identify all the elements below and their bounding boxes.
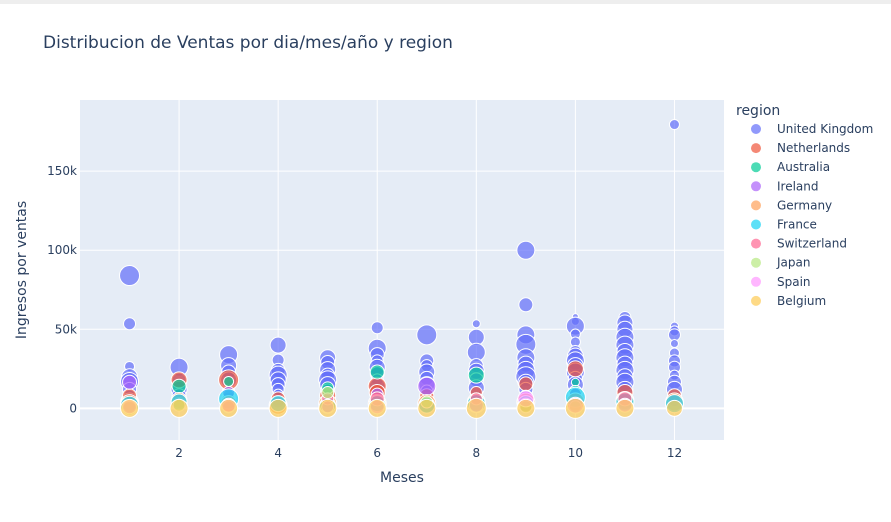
y-tick-label: 150k <box>47 164 77 178</box>
data-point <box>518 376 534 392</box>
data-point <box>516 240 536 260</box>
x-tick-label: 6 <box>373 446 381 460</box>
data-point <box>566 360 584 378</box>
data-point <box>467 366 485 384</box>
data-point <box>123 317 137 331</box>
x-tick-label: 2 <box>175 446 183 460</box>
data-points <box>119 119 684 419</box>
data-point <box>615 398 635 418</box>
legend-item[interactable]: Spain <box>751 275 811 289</box>
data-point <box>417 376 437 396</box>
legend-title: region <box>736 103 780 119</box>
legend-marker <box>751 162 761 173</box>
legend-label: Japan <box>776 256 810 270</box>
legend-marker <box>751 276 761 287</box>
legend: United Kingdom Netherlands Australia Irelan… <box>751 122 873 308</box>
legend-marker <box>751 257 761 268</box>
legend-item[interactable]: Ireland <box>751 179 819 193</box>
legend-item[interactable]: Switzerland <box>751 237 847 251</box>
data-point <box>668 119 680 131</box>
legend-label: Switzerland <box>777 237 847 251</box>
data-point <box>321 386 335 400</box>
y-tick-label: 100k <box>47 243 77 257</box>
data-point <box>268 398 288 418</box>
x-tick-label: 4 <box>274 446 282 460</box>
legend-label: Belgium <box>777 294 826 308</box>
data-point <box>169 398 189 418</box>
data-point <box>370 321 384 335</box>
legend-marker <box>751 124 761 134</box>
data-point <box>564 397 586 419</box>
legend-marker <box>751 295 761 306</box>
data-point <box>417 398 437 418</box>
top-border <box>0 0 891 4</box>
data-point <box>669 339 679 349</box>
x-tick-label: 10 <box>568 446 583 460</box>
data-point <box>122 374 138 390</box>
legend-item[interactable]: Netherlands <box>751 141 850 155</box>
legend-label: Germany <box>777 198 832 212</box>
legend-item[interactable]: Japan <box>751 256 810 270</box>
legend-item[interactable]: France <box>751 218 817 232</box>
data-point <box>119 265 141 287</box>
legend-label: France <box>777 218 817 232</box>
y-tick-label: 0 <box>69 401 77 415</box>
legend-item[interactable]: Belgium <box>751 294 826 308</box>
data-point <box>367 398 387 418</box>
legend-item[interactable]: Germany <box>751 198 832 212</box>
legend-marker <box>751 181 761 192</box>
series-belgium <box>120 397 683 419</box>
data-point <box>471 319 481 329</box>
data-point <box>269 336 287 354</box>
legend-marker <box>751 143 761 154</box>
x-axis-ticks: 2 4 6 8 10 12 <box>175 446 682 460</box>
legend-label: United Kingdom <box>777 122 873 136</box>
data-point <box>465 397 487 419</box>
data-point <box>171 378 187 394</box>
data-point <box>318 398 338 418</box>
legend-label: Australia <box>777 160 830 174</box>
legend-marker <box>751 219 761 230</box>
x-axis-title: Meses <box>380 470 424 486</box>
legend-label: Netherlands <box>777 141 850 155</box>
data-point <box>416 324 438 346</box>
legend-marker <box>751 200 761 211</box>
legend-item[interactable]: United Kingdom <box>751 122 873 136</box>
y-tick-label: 50k <box>55 322 77 336</box>
data-point <box>120 398 140 418</box>
x-tick-label: 8 <box>472 446 480 460</box>
x-tick-label: 12 <box>667 446 682 460</box>
data-point <box>219 398 239 418</box>
data-point <box>369 364 385 380</box>
data-point <box>518 297 534 313</box>
data-point <box>223 375 235 387</box>
y-axis-title: Ingresos por ventas <box>14 201 30 339</box>
legend-label: Spain <box>777 275 811 289</box>
legend-item[interactable]: Australia <box>751 160 830 174</box>
data-point <box>665 399 683 417</box>
legend-label: Ireland <box>777 179 819 193</box>
y-axis-ticks: 0 50k 100k 150k <box>47 164 77 415</box>
legend-marker <box>751 238 761 249</box>
chart-title: Distribucion de Ventas por dia/mes/año y… <box>43 33 453 53</box>
data-point <box>516 398 536 418</box>
